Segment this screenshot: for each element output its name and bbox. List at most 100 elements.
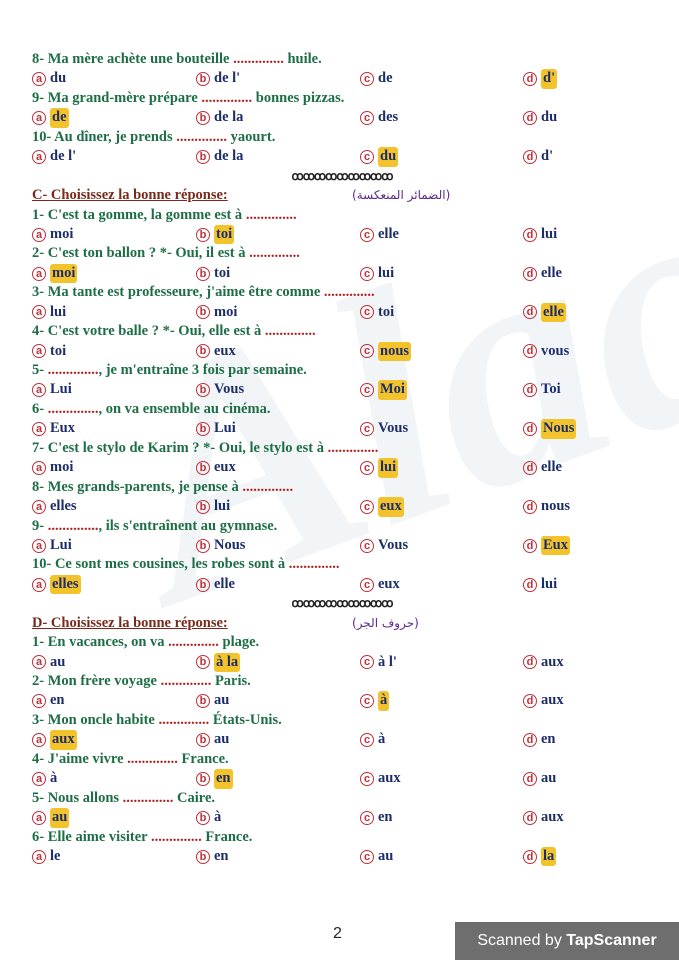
- section-title: C- Choisissez la bonne réponse:: [32, 187, 228, 204]
- option-b[interactable]: b au: [196, 691, 229, 710]
- option-b[interactable]: b lui: [196, 497, 230, 516]
- option-a[interactable]: a le: [32, 847, 60, 866]
- option-b[interactable]: b de la: [196, 108, 243, 127]
- option-a[interactable]: a lui: [32, 303, 66, 322]
- option-a[interactable]: a toi: [32, 342, 66, 361]
- option-c[interactable]: c Vous: [360, 536, 408, 555]
- option-d[interactable]: d lui: [523, 225, 557, 244]
- option-c[interactable]: c aux: [360, 769, 401, 788]
- option-d[interactable]: d d': [523, 69, 558, 89]
- option-d[interactable]: d en: [523, 730, 556, 749]
- blank: ..............: [327, 439, 379, 456]
- option-b[interactable]: b Vous: [196, 380, 244, 399]
- option-c[interactable]: c lui: [360, 458, 399, 478]
- option-d[interactable]: d aux: [523, 808, 564, 827]
- option-b[interactable]: b elle: [196, 575, 235, 594]
- option-a[interactable]: a en: [32, 691, 65, 710]
- b-circle-icon: b: [196, 577, 210, 592]
- option-d[interactable]: d nous: [523, 497, 570, 516]
- option-c[interactable]: c elle: [360, 225, 399, 244]
- option-a[interactable]: a elles: [32, 574, 81, 595]
- option-b[interactable]: b eux: [196, 458, 236, 477]
- option-b[interactable]: b Nous: [196, 536, 245, 555]
- option-c[interactable]: c eux: [360, 497, 404, 517]
- option-d[interactable]: d au: [523, 769, 556, 788]
- option-d[interactable]: d elle: [523, 264, 562, 283]
- options-row: a de l' b de la c du d d': [32, 147, 652, 167]
- a-circle-icon: a: [32, 227, 46, 242]
- option-c[interactable]: c au: [360, 847, 393, 866]
- option-a[interactable]: a moi: [32, 225, 73, 244]
- question-text: 5- Nous allons: [32, 789, 120, 806]
- question-text: 8- Ma mère achète une bouteille: [32, 51, 230, 67]
- option-text: des: [378, 109, 399, 126]
- option-text: Eux: [541, 535, 570, 556]
- option-b[interactable]: b au: [196, 730, 229, 749]
- question-text: 5-: [32, 362, 45, 378]
- option-b[interactable]: b toi: [196, 264, 230, 283]
- option-a[interactable]: a moi: [32, 458, 73, 477]
- option-d[interactable]: d aux: [523, 653, 564, 672]
- option-d[interactable]: d d': [523, 147, 553, 166]
- option-b[interactable]: b à la: [196, 652, 241, 673]
- option-d[interactable]: d aux: [523, 691, 564, 710]
- option-c[interactable]: c Moi: [360, 380, 407, 400]
- option-c[interactable]: c Vous: [360, 419, 408, 438]
- option-d[interactable]: d Eux: [523, 535, 570, 556]
- option-a[interactable]: a au: [32, 808, 70, 828]
- blank: ..............: [127, 750, 178, 767]
- option-c[interactable]: c eux: [360, 575, 400, 594]
- option-c[interactable]: c en: [360, 808, 393, 827]
- option-d[interactable]: d Nous: [523, 419, 577, 439]
- option-b[interactable]: b de la: [196, 147, 243, 166]
- option-a[interactable]: a Lui: [32, 380, 72, 399]
- option-a[interactable]: a Lui: [32, 536, 72, 555]
- option-d[interactable]: d lui: [523, 575, 557, 594]
- option-d[interactable]: d la: [523, 846, 557, 867]
- option-text: au: [541, 770, 557, 787]
- option-a[interactable]: a elles: [32, 497, 77, 516]
- option-text: de la: [214, 109, 244, 126]
- option-b[interactable]: b en: [196, 769, 233, 789]
- a-circle-icon: a: [32, 266, 46, 281]
- option-a[interactable]: a moi: [32, 263, 78, 284]
- question-text-end: plage.: [222, 634, 260, 651]
- option-c[interactable]: c de: [360, 69, 393, 88]
- option-c[interactable]: c toi: [360, 303, 394, 322]
- option-d[interactable]: d vous: [523, 342, 569, 361]
- option-b[interactable]: b Lui: [196, 419, 236, 438]
- option-a[interactable]: a de l': [32, 147, 76, 166]
- options-row: a du b de l' c de d d': [32, 69, 652, 89]
- option-c[interactable]: c lui: [360, 264, 394, 283]
- option-a[interactable]: a aux: [32, 730, 77, 750]
- blank: ..............: [242, 478, 294, 495]
- d-circle-icon: d: [523, 149, 537, 164]
- option-d[interactable]: d elle: [523, 302, 566, 323]
- ornament-divider: ꝏꝏꝏꝏꝏꝏꝏꝏꝏ: [291, 168, 393, 183]
- option-d[interactable]: d elle: [523, 458, 562, 477]
- option-c[interactable]: c à l': [360, 653, 397, 672]
- option-a[interactable]: a Eux: [32, 419, 75, 438]
- option-c[interactable]: c du: [360, 147, 399, 167]
- option-text: Nous: [214, 536, 246, 553]
- option-b[interactable]: b de l': [196, 69, 240, 88]
- option-b[interactable]: b en: [196, 847, 229, 866]
- option-a[interactable]: a au: [32, 653, 65, 672]
- options-row: a elles b elle c eux d lui: [32, 574, 652, 595]
- b-circle-icon: b: [196, 810, 210, 825]
- b-circle-icon: b: [196, 694, 210, 709]
- option-c[interactable]: c nous: [360, 341, 412, 362]
- option-a[interactable]: a du: [32, 69, 66, 88]
- option-d[interactable]: d du: [523, 108, 557, 127]
- option-a[interactable]: a de: [32, 108, 69, 128]
- option-b[interactable]: b toi: [196, 224, 235, 245]
- option-d[interactable]: d Toi: [523, 380, 561, 399]
- option-b[interactable]: b moi: [196, 303, 237, 322]
- option-b[interactable]: b eux: [196, 342, 236, 361]
- question-text: 10- Au dîner, je prends: [32, 128, 173, 145]
- option-c[interactable]: c des: [360, 108, 398, 127]
